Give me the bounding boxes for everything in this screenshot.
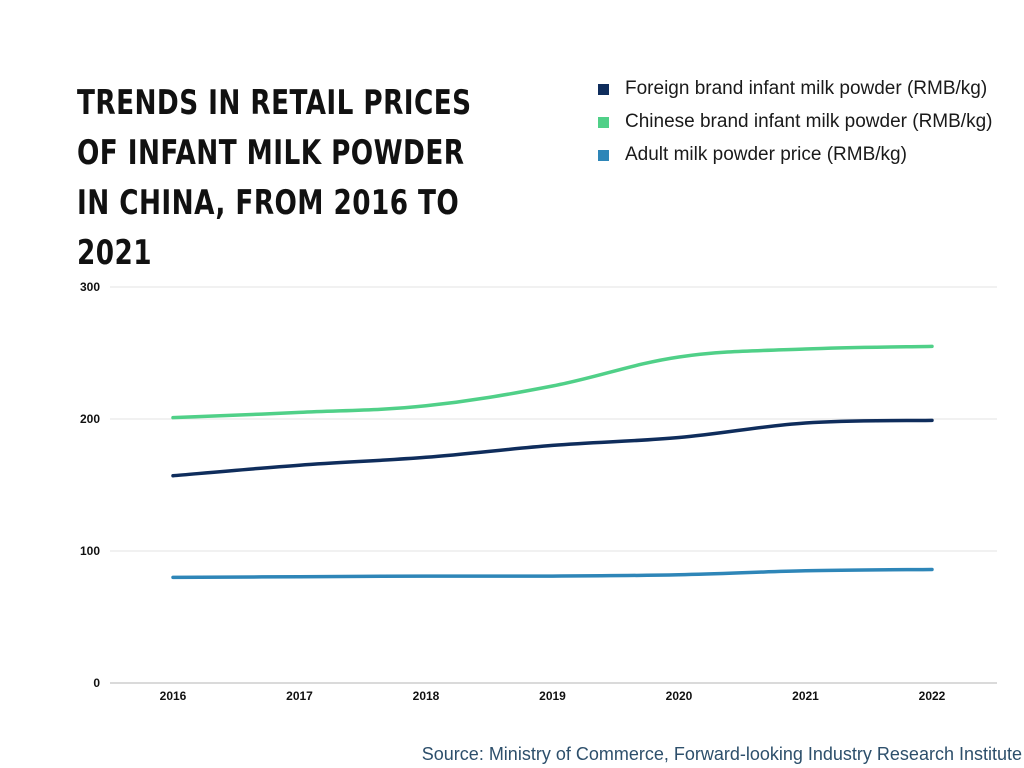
legend-swatch-chinese [598,117,609,128]
x-tick-label: 2018 [413,689,440,703]
y-tick-label: 100 [80,544,100,558]
legend-label-adult: Adult milk powder price (RMB/kg) [625,144,907,165]
x-tick-label: 2021 [792,689,819,703]
series-line-chinese [171,344,934,420]
legend-swatch-adult [598,150,609,161]
y-tick-label: 200 [80,412,100,426]
legend-label-chinese: Chinese brand infant milk powder (RMB/kg… [625,111,993,132]
x-tick-label: 2017 [286,689,313,703]
x-tick-label: 2016 [160,689,187,703]
y-tick-label: 300 [80,280,100,294]
series-line-adult [171,567,934,580]
source-note: Source: Ministry of Commerce, Forward-lo… [421,744,1022,764]
x-tick-label: 2022 [919,689,946,703]
legend-item-chinese: Chinese brand infant milk powder (RMB/kg… [598,109,1018,134]
legend-item-foreign: Foreign brand infant milk powder (RMB/kg… [598,76,1018,101]
y-tick-label: 0 [93,676,100,690]
legend-swatch-foreign [598,84,609,95]
chart-title: Trends in retail prices of infant milk p… [77,83,472,273]
legend: Foreign brand infant milk powder (RMB/kg… [598,76,1018,175]
x-tick-label: 2020 [666,689,693,703]
series-line-foreign [171,418,934,478]
legend-label-foreign: Foreign brand infant milk powder (RMB/kg… [625,78,988,99]
x-tick-label: 2019 [539,689,566,703]
legend-item-adult: Adult milk powder price (RMB/kg) [598,142,1018,167]
